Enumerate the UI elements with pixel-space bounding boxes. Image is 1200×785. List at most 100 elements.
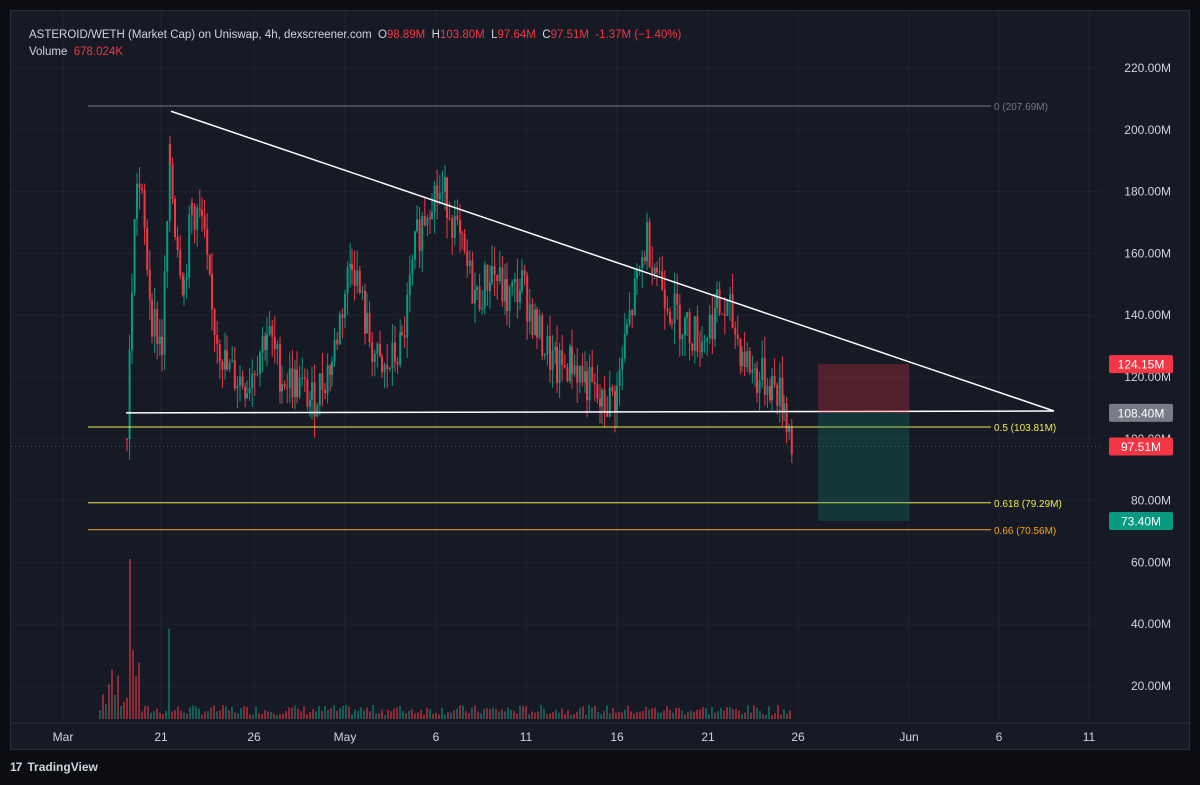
- volume-bar: [192, 705, 194, 719]
- y-axis-tick-label: 200.00M: [1124, 123, 1171, 137]
- candle-body: [636, 269, 638, 279]
- volume-bar: [306, 714, 308, 719]
- candle-body: [751, 369, 754, 373]
- volume-bar: [639, 711, 641, 719]
- volume-bar: [399, 705, 401, 719]
- y-axis-tick-label: 80.00M: [1131, 494, 1171, 508]
- volume-bar: [426, 707, 428, 719]
- volume-bar: [507, 707, 509, 719]
- candle-body: [461, 232, 463, 234]
- volume-bar: [672, 712, 674, 719]
- volume-bar: [180, 710, 182, 719]
- candle-body: [296, 369, 298, 397]
- candle-body: [438, 193, 441, 200]
- candle-body: [633, 278, 636, 316]
- candle-body: [174, 198, 176, 237]
- candle-body: [298, 377, 301, 397]
- volume-bar: [333, 705, 335, 719]
- candle-body: [213, 309, 216, 336]
- volume-bar: [303, 706, 305, 719]
- candle-body: [218, 344, 221, 362]
- volume-bar: [228, 710, 230, 719]
- candle-body: [739, 338, 742, 367]
- candle-body: [294, 369, 296, 398]
- price-chart[interactable]: 0 (207.69M) 0.5 (103.81M) 0.618 (79.29M) 0.…: [11, 11, 1191, 751]
- volume-bar: [582, 706, 584, 719]
- chart-legend: ASTEROID/WETH (Market Cap) on Uniswap, 4…: [29, 27, 681, 61]
- volume-bar: [561, 708, 563, 719]
- volume-bar: [777, 705, 779, 719]
- volume-bar: [534, 712, 536, 719]
- symbol-title[interactable]: ASTEROID/WETH (Market Cap) on Uniswap, 4…: [29, 29, 372, 41]
- candle-body: [718, 289, 721, 314]
- volume-bar: [366, 707, 368, 719]
- candle-body: [431, 212, 433, 219]
- volume-bar: [123, 701, 125, 719]
- volume-bar: [726, 707, 728, 719]
- candle-body: [776, 384, 779, 406]
- x-axis-tick-label: 11: [1083, 730, 1096, 744]
- volume-bar: [324, 706, 326, 719]
- candle-body: [501, 267, 504, 302]
- volume-bar: [732, 709, 734, 719]
- candle-body: [726, 300, 729, 316]
- candle-body: [504, 279, 506, 302]
- volume-bar: [216, 711, 218, 719]
- support-trendline[interactable]: [125, 410, 1055, 414]
- volume-bar: [537, 711, 539, 719]
- y-axis-tick-label: 20.00M: [1131, 679, 1171, 693]
- descending-trendline[interactable]: [170, 110, 1055, 412]
- candle-body: [403, 335, 406, 338]
- candle-body: [366, 313, 368, 334]
- candle-body: [756, 368, 758, 393]
- close-value: 97.51M: [550, 29, 589, 41]
- volume-bar: [669, 710, 671, 719]
- volume-bar: [195, 706, 197, 719]
- volume-bar: [480, 713, 482, 719]
- volume-bar: [519, 705, 521, 719]
- volume-bar: [420, 709, 422, 719]
- volume-bar: [588, 705, 590, 719]
- candle-body: [376, 343, 379, 355]
- volume-bar: [108, 684, 110, 719]
- volume-bar: [504, 711, 506, 719]
- candle-body: [176, 236, 179, 251]
- x-axis-tick-label: 16: [610, 730, 624, 744]
- tradingview-brand: TradingView: [27, 760, 98, 774]
- open-label: O: [377, 29, 387, 41]
- candle-body: [676, 293, 679, 305]
- take-profit-zone[interactable]: [818, 412, 909, 521]
- candle-body: [729, 294, 731, 301]
- volume-bar: [282, 713, 284, 719]
- volume-bar: [675, 708, 677, 719]
- volume-bar: [750, 712, 752, 719]
- volume-bar: [738, 710, 740, 719]
- volume-bar: [681, 710, 683, 719]
- candle-body: [201, 209, 203, 216]
- volume-bar: [417, 712, 419, 719]
- candle-body: [346, 267, 349, 294]
- volume-bar: [579, 708, 581, 719]
- volume-bar: [702, 707, 704, 719]
- candle-body: [754, 368, 756, 370]
- chart-frame[interactable]: 0 (207.69M) 0.5 (103.81M) 0.618 (79.29M) 0.…: [10, 10, 1191, 751]
- volume-bar: [501, 709, 503, 719]
- candle-body: [138, 183, 141, 189]
- tradingview-logo[interactable]: 17 TradingView: [10, 760, 98, 774]
- candle-body: [748, 351, 751, 373]
- candle-body: [313, 382, 316, 417]
- candle-body: [271, 325, 274, 337]
- stop-loss-zone[interactable]: [818, 364, 909, 413]
- volume-bar: [555, 709, 557, 719]
- volume-bar: [471, 707, 473, 719]
- candle-body: [436, 185, 439, 200]
- volume-bar: [171, 711, 173, 719]
- volume-bar: [459, 705, 461, 719]
- volume-bar: [543, 708, 545, 719]
- volume-bar: [510, 709, 512, 719]
- volume-bar: [186, 713, 188, 719]
- volume-bar: [489, 709, 491, 719]
- candle-body: [128, 349, 131, 440]
- candle-body: [584, 371, 586, 383]
- volume-bar: [648, 709, 650, 719]
